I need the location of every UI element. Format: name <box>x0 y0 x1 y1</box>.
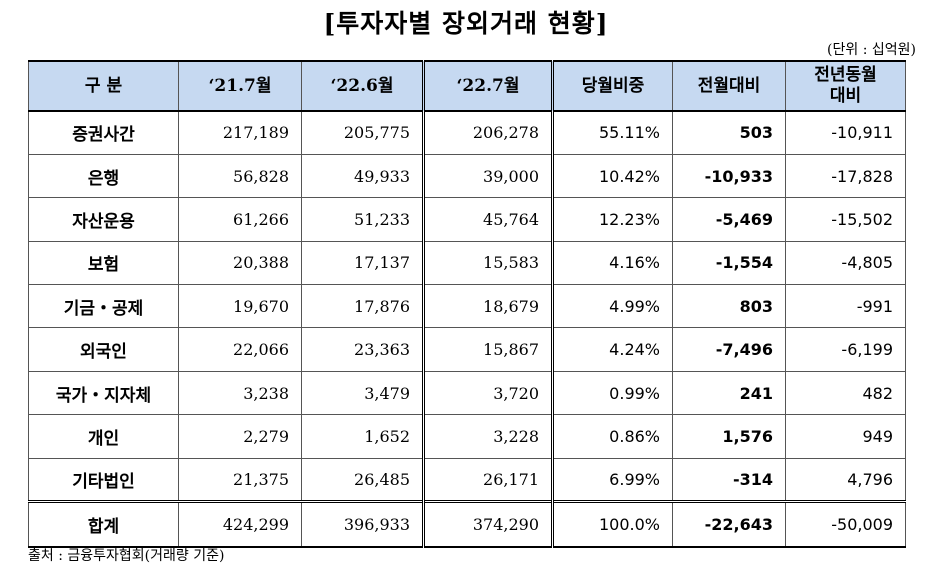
cell-yoy: -4,805 <box>785 240 906 286</box>
cell-2022-07: 45,764 <box>422 197 554 242</box>
cell-yoy: -10,911 <box>785 110 906 155</box>
cell-2022-06: 26,485 <box>301 457 424 503</box>
cell-2021-07: 61,266 <box>178 197 302 242</box>
cell-share: 0.99% <box>552 370 673 416</box>
total-mom: -22,643 <box>672 501 786 548</box>
cell-yoy: -6,199 <box>785 327 906 372</box>
cell-share: 12.23% <box>552 197 673 242</box>
cell-2022-06: 49,933 <box>301 153 424 199</box>
cell-share: 4.24% <box>552 327 673 372</box>
table-row: 기금・공제 19,670 17,876 18,679 4.99% 803 -99… <box>28 284 906 329</box>
header-row: 구 분 ‘21.7월 ‘22.6월 ‘22.7월 당월비중 전월대비 전년동월 … <box>28 60 906 112</box>
row-category: 외국인 <box>28 327 179 372</box>
row-category: 기타법인 <box>28 457 179 503</box>
row-category: 보험 <box>28 240 179 286</box>
cell-2022-07: 3,720 <box>422 370 554 416</box>
cell-2022-07: 26,171 <box>422 457 554 503</box>
total-2022-06: 396,933 <box>301 501 424 548</box>
trading-table: 구 분 ‘21.7월 ‘22.6월 ‘22.7월 당월비중 전월대비 전년동월 … <box>28 60 906 548</box>
cell-2022-06: 1,652 <box>301 414 424 459</box>
table-row: 외국인 22,066 23,363 15,867 4.24% -7,496 -6… <box>28 327 906 372</box>
cell-mom: 1,576 <box>672 414 786 459</box>
header-share: 당월비중 <box>552 60 673 112</box>
cell-2021-07: 20,388 <box>178 240 302 286</box>
cell-2022-07: 3,228 <box>422 414 554 459</box>
total-yoy: -50,009 <box>785 501 906 548</box>
table-row: 보험 20,388 17,137 15,583 4.16% -1,554 -4,… <box>28 240 906 286</box>
total-2022-07: 374,290 <box>422 501 554 548</box>
row-category: 증권사간 <box>28 110 179 155</box>
cell-yoy: 949 <box>785 414 906 459</box>
cell-yoy: -17,828 <box>785 153 906 199</box>
header-category: 구 분 <box>28 60 179 112</box>
cell-2022-06: 17,876 <box>301 284 424 329</box>
row-category: 개인 <box>28 414 179 459</box>
total-2021-07: 424,299 <box>178 501 302 548</box>
row-category: 기금・공제 <box>28 284 179 329</box>
cell-share: 6.99% <box>552 457 673 503</box>
cell-mom: 241 <box>672 370 786 416</box>
header-yoy: 전년동월 대비 <box>785 60 906 112</box>
table-row: 기타법인 21,375 26,485 26,171 6.99% -314 4,7… <box>28 457 906 503</box>
cell-2022-07: 39,000 <box>422 153 554 199</box>
cell-2022-07: 15,583 <box>422 240 554 286</box>
table-row: 개인 2,279 1,652 3,228 0.86% 1,576 949 <box>28 414 906 459</box>
cell-2022-06: 3,479 <box>301 370 424 416</box>
header-2022-07: ‘22.7월 <box>422 60 554 112</box>
cell-2022-07: 206,278 <box>422 110 554 155</box>
cell-mom: -7,496 <box>672 327 786 372</box>
cell-mom: -1,554 <box>672 240 786 286</box>
cell-yoy: 482 <box>785 370 906 416</box>
cell-2021-07: 21,375 <box>178 457 302 503</box>
table-row: 은행 56,828 49,933 39,000 10.42% -10,933 -… <box>28 153 906 199</box>
table-row: 국가・지자체 3,238 3,479 3,720 0.99% 241 482 <box>28 370 906 416</box>
cell-share: 0.86% <box>552 414 673 459</box>
cell-yoy: -15,502 <box>785 197 906 242</box>
unit-note: (단위 : 십억원) <box>827 42 916 58</box>
row-category: 은행 <box>28 153 179 199</box>
page-title: [투자자별 장외거래 현황] <box>323 9 609 38</box>
cell-mom: 803 <box>672 284 786 329</box>
cell-2022-06: 23,363 <box>301 327 424 372</box>
cell-share: 4.16% <box>552 240 673 286</box>
cell-mom: -314 <box>672 457 786 503</box>
table-row: 자산운용 61,266 51,233 45,764 12.23% -5,469 … <box>28 197 906 242</box>
total-row: 합계 424,299 396,933 374,290 100.0% -22,64… <box>28 501 906 548</box>
cell-mom: -5,469 <box>672 197 786 242</box>
cell-mom: -10,933 <box>672 153 786 199</box>
row-category: 국가・지자체 <box>28 370 179 416</box>
total-share: 100.0% <box>552 501 673 548</box>
cell-2022-06: 17,137 <box>301 240 424 286</box>
cell-share: 10.42% <box>552 153 673 199</box>
table-row: 증권사간 217,189 205,775 206,278 55.11% 503 … <box>28 110 906 155</box>
header-mom: 전월대비 <box>672 60 786 112</box>
cell-share: 4.99% <box>552 284 673 329</box>
cell-2022-07: 18,679 <box>422 284 554 329</box>
cell-2021-07: 3,238 <box>178 370 302 416</box>
cell-2022-06: 205,775 <box>301 110 424 155</box>
cell-2021-07: 217,189 <box>178 110 302 155</box>
cell-yoy: -991 <box>785 284 906 329</box>
row-category: 자산운용 <box>28 197 179 242</box>
cell-2021-07: 2,279 <box>178 414 302 459</box>
source-note: 출처 : 금융투자협회(거래량 기준) <box>28 548 225 564</box>
header-2022-06: ‘22.6월 <box>301 60 424 112</box>
cell-yoy: 4,796 <box>785 457 906 503</box>
cell-2021-07: 22,066 <box>178 327 302 372</box>
cell-2021-07: 19,670 <box>178 284 302 329</box>
total-label: 합계 <box>28 501 179 548</box>
cell-mom: 503 <box>672 110 786 155</box>
cell-2021-07: 56,828 <box>178 153 302 199</box>
cell-2022-07: 15,867 <box>422 327 554 372</box>
header-2021-07: ‘21.7월 <box>178 60 302 112</box>
cell-share: 55.11% <box>552 110 673 155</box>
cell-2022-06: 51,233 <box>301 197 424 242</box>
